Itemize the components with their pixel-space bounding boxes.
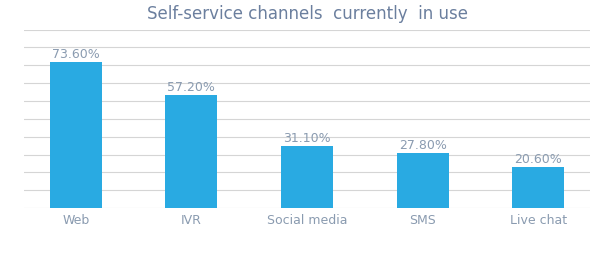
Bar [50, 63, 102, 208]
Text: 31.10%: 31.10% [283, 132, 331, 145]
Bar [397, 153, 448, 208]
Bar [281, 147, 333, 208]
Bar [512, 168, 564, 208]
Text: 73.60%: 73.60% [52, 48, 100, 61]
Text: 20.60%: 20.60% [514, 153, 562, 166]
Bar [166, 95, 217, 208]
Title: Self-service channels  currently  in use: Self-service channels currently in use [146, 6, 468, 23]
Text: 57.20%: 57.20% [167, 80, 216, 93]
Text: 27.80%: 27.80% [399, 138, 447, 151]
